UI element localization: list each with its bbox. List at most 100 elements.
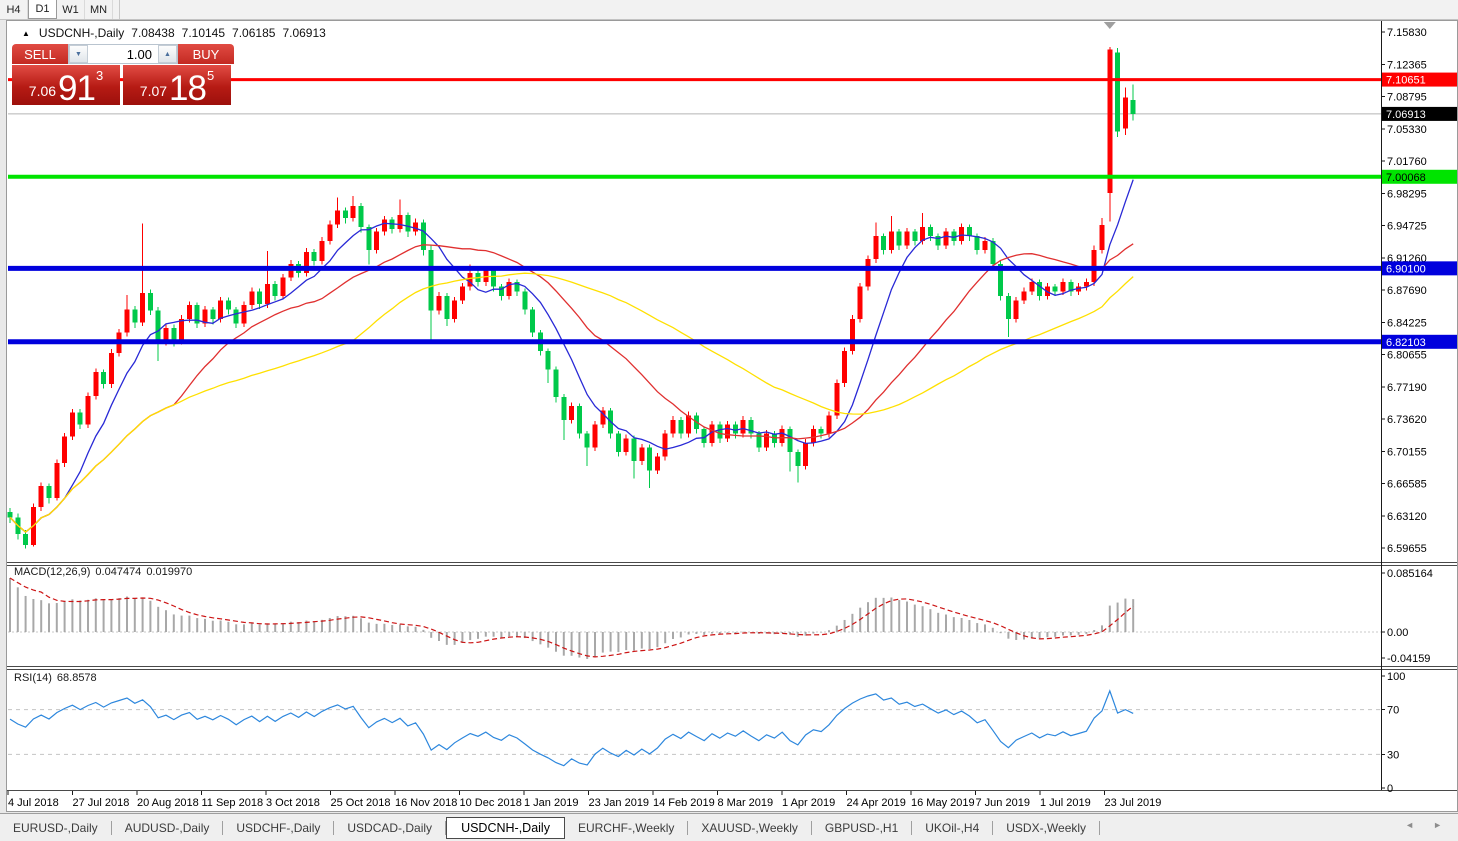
ma-fast-blue: [9, 179, 1134, 533]
price-badge-level-line-green: [1382, 169, 1457, 184]
svg-text:6.90100: 6.90100: [1386, 263, 1426, 275]
price-axis-label: 7.05330: [1387, 124, 1427, 136]
price-axis-label: 6.84225: [1387, 317, 1427, 329]
tab-eurusd-daily[interactable]: EURUSD-,Daily: [13, 820, 98, 835]
price-axis-label: 6.80655: [1387, 350, 1427, 362]
date-axis-label: 16 May 2019: [911, 797, 975, 809]
ma-mid-red: [9, 243, 1134, 533]
price-axis-label: 6.70155: [1387, 446, 1427, 458]
buy-button[interactable]: BUY: [178, 44, 234, 64]
quote-open: 7.08438: [131, 26, 175, 40]
date-axis-label: 20 Aug 2018: [137, 797, 199, 809]
price-axis-label: 7.15830: [1387, 27, 1427, 39]
tab-xauusd-weekly[interactable]: XAUUSD-,Weekly: [701, 820, 798, 835]
tab-scroll-left-icon[interactable]: ◄: [1405, 820, 1414, 830]
buy-price-prefix: 7.07: [139, 83, 168, 99]
symbol-marker-icon: ▲: [22, 28, 30, 38]
volume-input[interactable]: 1.00: [126, 46, 152, 62]
sell-price-sup: 3: [95, 68, 104, 83]
ma-slow-yellow: [9, 272, 1134, 533]
date-axis-label: 10 Dec 2018: [460, 797, 522, 809]
tab-ukoil-h4[interactable]: UKOil-,H4: [925, 820, 980, 835]
macd-axis-label: 0.085164: [1387, 568, 1433, 580]
rsi-axis-label: 30: [1387, 749, 1399, 761]
arrow-down-marker-icon: [1103, 22, 1116, 29]
price-axis-label: 6.87690: [1387, 285, 1427, 297]
price-axis-label: 6.98295: [1387, 188, 1427, 200]
macd-signal-value: 0.019970: [146, 566, 193, 578]
tab-scroll-right-icon[interactable]: ►: [1433, 820, 1442, 830]
date-axis-label: 23 Jan 2019: [589, 797, 650, 809]
sell-button[interactable]: SELL: [12, 44, 68, 64]
tab-eurchf-weekly[interactable]: EURCHF-,Weekly: [577, 820, 675, 835]
sell-price-prefix: 7.06: [28, 83, 57, 99]
price-badge-support-line-blue-1: [1382, 261, 1457, 276]
price-axis-label: 6.94725: [1387, 221, 1427, 233]
tf-button-w1[interactable]: W1: [57, 0, 85, 19]
svg-text:7.06913: 7.06913: [1386, 109, 1426, 121]
volume-decrease-icon[interactable]: ▼: [69, 45, 88, 63]
date-axis-label: 1 Apr 2019: [782, 797, 835, 809]
date-axis-label: 1 Jan 2019: [524, 797, 578, 809]
volume-increase-icon[interactable]: ▲: [158, 45, 177, 63]
quote-high: 7.10145: [181, 26, 226, 40]
macd-signal-line: [9, 577, 1134, 658]
buy-price-big: 18: [169, 68, 207, 108]
rsi-line: [9, 689, 1134, 767]
price-axis-label: 6.66585: [1387, 479, 1427, 491]
macd-indicator-label: MACD(12,26,9) 0.047474 0.019970: [14, 566, 192, 578]
buy-price-sup: 5: [206, 68, 215, 83]
tab-usdx-weekly[interactable]: USDX-,Weekly: [1006, 820, 1087, 835]
tab-audusd-daily[interactable]: AUDUSD-,Daily: [124, 820, 210, 835]
rsi-axis-label: 70: [1387, 705, 1399, 717]
symbol-info-line: ▲ USDCNH-,Daily 7.08438 7.10145 7.06185 …: [22, 26, 326, 40]
date-axis-label: 4 Jul 2018: [8, 797, 59, 809]
sell-price-big: 91: [58, 68, 96, 108]
svg-text:7.00068: 7.00068: [1386, 172, 1426, 184]
date-axis-label: 27 Jul 2018: [73, 797, 130, 809]
price-axis-label: 7.12365: [1387, 59, 1427, 71]
tab-gbpusd-h1[interactable]: GBPUSD-,H1: [824, 820, 899, 835]
one-click-trading-widget: SELL ▼ 1.00 ▲ BUY 7.06 91 3 7.07 18 5: [12, 44, 234, 108]
chart-window-frame: [6, 20, 1458, 812]
symbol-name: USDCNH-,Daily: [38, 26, 125, 40]
tab-usdchf-daily[interactable]: USDCHF-,Daily: [236, 820, 321, 835]
macd-axis-label: -0.04159: [1387, 653, 1430, 665]
tab-usdcnh-daily[interactable]: USDCNH-,Daily: [446, 816, 565, 839]
sell-quote-box[interactable]: 7.06 91 3: [12, 65, 120, 108]
date-axis-label: 7 Jun 2019: [976, 797, 1030, 809]
date-axis-label: 14 Feb 2019: [653, 797, 715, 809]
svg-text:7.10651: 7.10651: [1386, 75, 1426, 87]
date-axis-label: 25 Oct 2018: [331, 797, 391, 809]
tf-button-d1[interactable]: D1: [28, 0, 57, 19]
buy-quote-box[interactable]: 7.07 18 5: [123, 65, 231, 108]
date-axis-label: 3 Oct 2018: [266, 797, 320, 809]
rsi-title: RSI(14): [14, 672, 52, 684]
price-badge-support-line-blue-2: [1382, 334, 1457, 349]
date-axis-label: 16 Nov 2018: [395, 797, 457, 809]
rsi-value: 68.8578: [56, 672, 97, 684]
date-axis-label: 8 Mar 2019: [718, 797, 774, 809]
price-axis-label: 6.73620: [1387, 414, 1427, 426]
tab-usdcad-daily[interactable]: USDCAD-,Daily: [347, 820, 433, 835]
date-axis-label: 11 Sep 2018: [202, 797, 264, 809]
date-axis-label: 24 Apr 2019: [847, 797, 906, 809]
tf-button-h4[interactable]: H4: [0, 0, 28, 19]
rsi-axis-label: 100: [1387, 671, 1405, 683]
svg-text:6.82103: 6.82103: [1386, 337, 1426, 349]
price-badge-resistance-line-red: [1382, 72, 1457, 87]
chart-canvas[interactable]: 7.15830 7.12365 7.08795 7.05330 7.01760 6.982…: [0, 0, 1458, 812]
macd-title: MACD(12,26,9): [14, 566, 91, 578]
current-price-badge: [1382, 106, 1457, 121]
quote-close: 7.06913: [282, 26, 326, 40]
date-axis-label: 1 Jul 2019: [1040, 797, 1091, 809]
date-axis-label: 23 Jul 2019: [1105, 797, 1162, 809]
rsi-indicator-label: RSI(14) 68.8578: [14, 672, 97, 684]
price-axis-label: 7.08795: [1387, 92, 1427, 104]
quote-low: 7.06185: [232, 26, 276, 40]
tf-button-mn[interactable]: MN: [85, 0, 113, 19]
timeframe-toolbar: H4 D1 W1 MN: [0, 0, 1458, 20]
price-axis-label: 6.77190: [1387, 382, 1427, 394]
rsi-axis-label: 0: [1387, 783, 1393, 795]
volume-stepper: ▼ 1.00 ▲: [68, 44, 178, 64]
